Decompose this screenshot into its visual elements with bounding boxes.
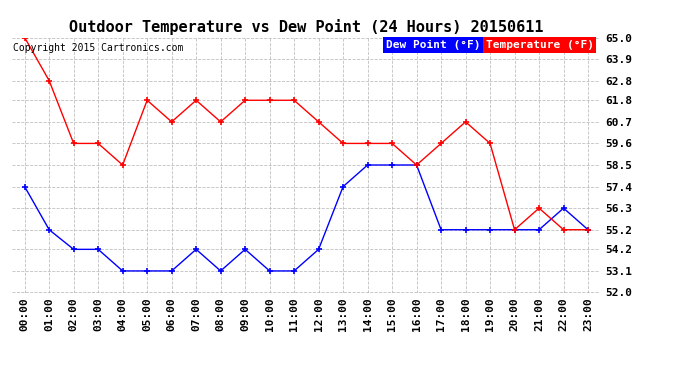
Title: Outdoor Temperature vs Dew Point (24 Hours) 20150611: Outdoor Temperature vs Dew Point (24 Hou… [69,19,544,35]
Text: Dew Point (°F): Dew Point (°F) [386,40,480,50]
Text: Copyright 2015 Cartronics.com: Copyright 2015 Cartronics.com [13,43,184,52]
Text: Temperature (°F): Temperature (°F) [486,40,593,50]
